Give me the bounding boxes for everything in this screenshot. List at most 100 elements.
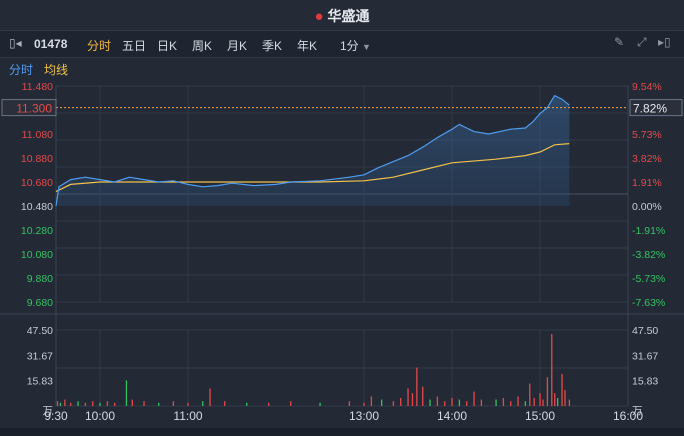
price-tick-label: 10.880 xyxy=(21,153,53,165)
pencil-icon[interactable]: ✎ xyxy=(614,35,625,49)
tab-yearly-k[interactable]: 年K xyxy=(297,39,318,53)
weibo-icon: ● xyxy=(314,8,324,25)
tab-intraday[interactable]: 分时 xyxy=(87,39,112,53)
volume-bar xyxy=(268,402,270,406)
fullscreen-icon[interactable]: ⤢ xyxy=(637,35,647,49)
volume-bar xyxy=(114,402,116,406)
time-tick-label: 9:30 xyxy=(44,409,68,423)
view-label: 分时 xyxy=(9,63,34,77)
time-tick-label: 14:00 xyxy=(437,409,467,423)
percent-tick-label: 9.54% xyxy=(632,81,662,93)
app-brand: ● 华盛通 xyxy=(0,6,684,26)
expand-panel-icon[interactable]: ▸▯ xyxy=(658,35,671,49)
interval-value: 1分 xyxy=(340,39,359,53)
volume-tick-label: 15.83 xyxy=(632,376,658,388)
volume-bar xyxy=(246,402,248,406)
bottom-scroll-strip[interactable] xyxy=(0,428,684,436)
percent-tick-label: -3.82% xyxy=(632,249,665,261)
chart-subbar: 分时 均线 xyxy=(0,58,684,78)
time-tick-label: 15:00 xyxy=(525,409,555,423)
percent-tick-label: -7.63% xyxy=(632,297,665,309)
time-tick-label: 10:00 xyxy=(85,409,115,423)
current-pct-label: 7.82% xyxy=(633,102,667,116)
volume-bar xyxy=(416,367,418,406)
time-axis: 9:30 10:00 11:00 13:00 14:00 15:00 16:00 xyxy=(44,409,643,423)
current-pct-box xyxy=(629,99,683,117)
app-title: 华盛通 xyxy=(327,8,370,24)
volume-bar xyxy=(539,393,541,406)
percent-tick-label: 3.82% xyxy=(632,153,662,165)
tab-quarterly-k[interactable]: 季K xyxy=(262,39,283,53)
price-area-fill xyxy=(56,95,570,206)
price-tick-label: 10.280 xyxy=(21,225,53,237)
price-tick-label: 10.080 xyxy=(21,249,53,261)
volume-axis: 47.50 31.67 15.83 万 47.50 31.67 15.83 万 xyxy=(27,325,659,417)
volume-bar xyxy=(202,401,204,406)
tab-monthly-k[interactable]: 月K xyxy=(227,39,248,53)
volume-bar xyxy=(77,401,79,406)
volume-bar xyxy=(557,398,559,406)
volume-bar xyxy=(99,402,101,406)
volume-bar xyxy=(436,396,439,406)
volume-bar xyxy=(370,396,373,406)
volume-bar xyxy=(473,391,475,406)
volume-bar xyxy=(533,398,535,406)
price-tick-label: 9.880 xyxy=(27,273,53,285)
tab-weekly-k[interactable]: 周K xyxy=(192,39,213,53)
volume-bar xyxy=(529,383,531,406)
title-bar: ● 华盛通 xyxy=(0,0,684,30)
volume-bar xyxy=(319,402,321,406)
volume-bar xyxy=(84,402,87,406)
volume-bar xyxy=(348,401,351,406)
volume-bar xyxy=(106,401,109,406)
price-tick-label: 10.680 xyxy=(21,177,53,189)
volume-bar xyxy=(131,399,133,406)
chart-grid xyxy=(0,85,684,407)
time-tick-label: 13:00 xyxy=(349,409,379,423)
tab-daily-k[interactable]: 日K xyxy=(157,39,178,53)
volume-bar xyxy=(400,398,402,406)
volume-bar xyxy=(429,399,431,406)
stock-symbol: 01478 xyxy=(34,37,68,51)
volume-tick-label: 47.50 xyxy=(27,325,53,337)
interval-select[interactable]: 1分 ▼ xyxy=(340,37,371,54)
collapse-panel-icon[interactable]: ▯◂ xyxy=(9,36,22,50)
current-price-markers: 11.300 7.82% xyxy=(1,99,683,117)
volume-tick-label: 万 xyxy=(632,405,643,417)
volume-bar xyxy=(224,401,226,406)
volume-bar xyxy=(568,399,571,406)
price-tick-label: 11.080 xyxy=(22,129,53,141)
caret-down-icon: ▼ xyxy=(362,42,371,52)
volume-bar xyxy=(510,401,512,406)
percent-tick-label: -5.73% xyxy=(632,273,665,285)
volume-bar xyxy=(451,398,453,406)
volume-bar xyxy=(92,401,94,406)
volume-bar xyxy=(392,401,395,406)
left-price-axis: 11.480 11.080 10.880 10.680 10.480 10.280 10.0… xyxy=(21,81,53,309)
price-tick-label: 11.480 xyxy=(22,81,53,93)
percent-tick-label: 5.73% xyxy=(632,129,662,141)
volume-bar xyxy=(517,396,519,406)
volume-tick-label: 31.67 xyxy=(27,350,53,362)
volume-bar xyxy=(495,399,497,406)
volume-bar xyxy=(56,401,59,406)
volume-bar xyxy=(363,402,365,406)
chart-toolbar: ▯◂ 01478 分时 五日 日K 周K 月K 季K 年K 1分 ▼ ✎ ⤢ ▸… xyxy=(0,30,684,58)
volume-bars xyxy=(56,334,571,406)
intraday-chart[interactable]: 11.480 11.080 10.880 10.680 10.480 10.280 10.0… xyxy=(0,78,684,436)
volume-bar xyxy=(480,399,483,406)
volume-bar xyxy=(143,401,145,406)
tab-five-day[interactable]: 五日 xyxy=(122,39,147,53)
percent-tick-label: 0.00% xyxy=(632,201,662,213)
volume-bar xyxy=(59,402,62,406)
current-price-box xyxy=(1,99,57,117)
volume-bar xyxy=(381,399,383,406)
volume-bar xyxy=(64,399,66,406)
volume-bar xyxy=(546,377,549,406)
volume-tick-label: 31.67 xyxy=(632,350,658,362)
volume-bar xyxy=(407,388,409,406)
average-price-line xyxy=(55,143,570,193)
current-price-label: 11.300 xyxy=(16,102,52,116)
volume-bar xyxy=(158,402,160,406)
volume-bar xyxy=(551,334,553,406)
